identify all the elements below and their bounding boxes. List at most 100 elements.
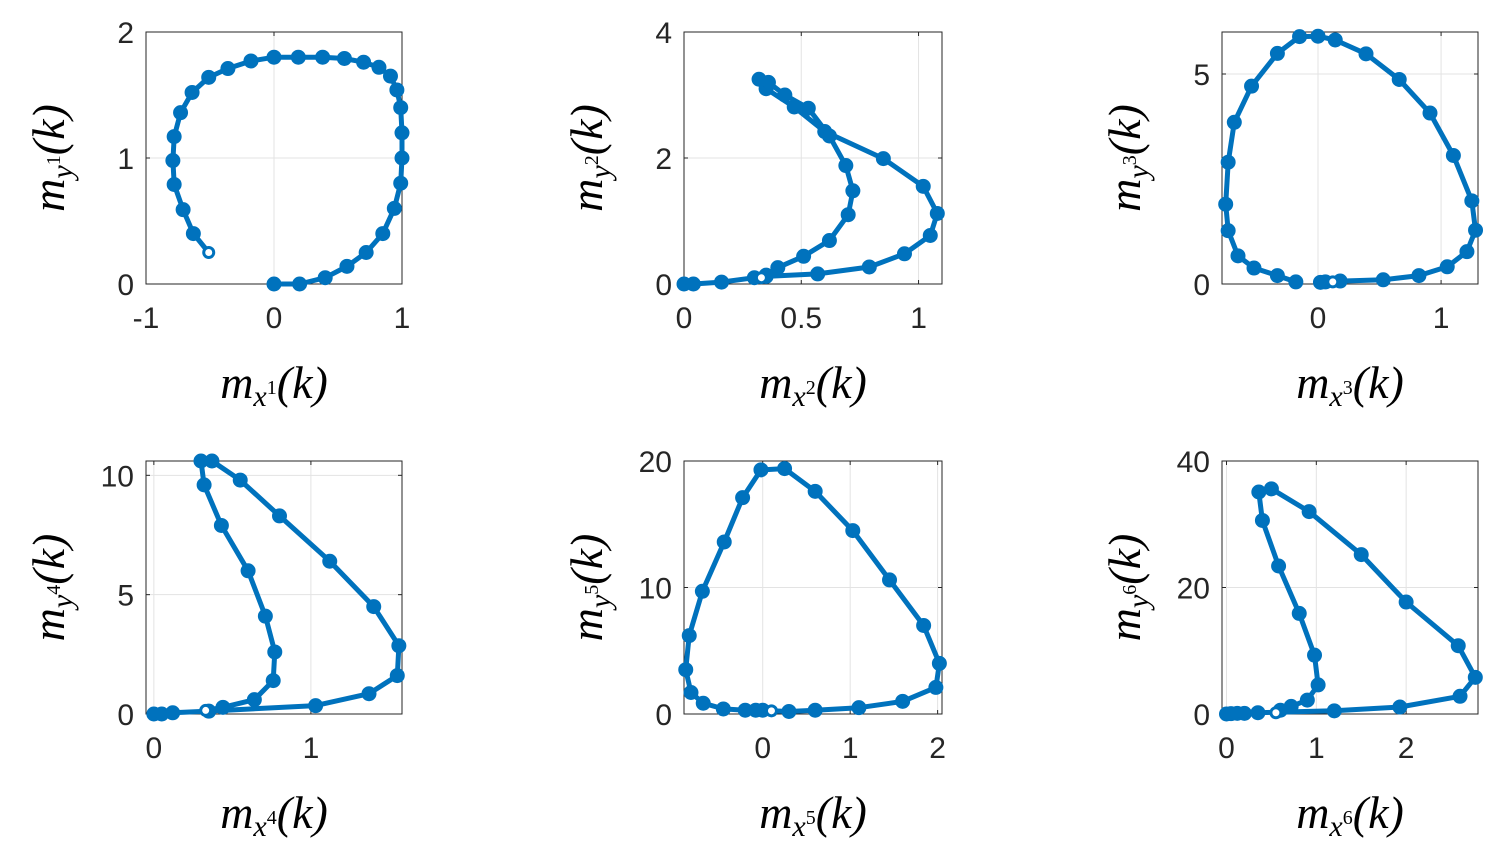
series-point (1246, 260, 1262, 276)
series-point (1269, 45, 1285, 61)
x-tick-label: 1 (1308, 732, 1325, 765)
x-tick-label: 1 (1433, 302, 1450, 335)
series-point (681, 628, 697, 644)
series-point (1226, 114, 1242, 130)
series-point (800, 100, 816, 116)
series-point (185, 226, 201, 242)
series-point (695, 695, 711, 711)
series-point (821, 233, 837, 249)
series-point (845, 523, 861, 539)
series-point (361, 686, 377, 702)
axes-box (1221, 31, 1479, 285)
series-point (393, 175, 409, 191)
series-point (1307, 647, 1323, 663)
series-point (366, 599, 382, 615)
series-point (922, 227, 938, 243)
series-point (1271, 558, 1287, 574)
series-point (375, 226, 391, 242)
series-point (394, 125, 410, 141)
series-point (716, 534, 732, 550)
series-point (678, 662, 694, 678)
series-point (807, 483, 823, 499)
x-tick-label: 0.5 (780, 302, 822, 335)
series-point (382, 68, 398, 84)
series-point (317, 270, 333, 286)
y-tick-label: 0 (117, 699, 134, 732)
series-point (1218, 196, 1234, 212)
x-tick-label: -1 (133, 302, 160, 335)
x-axis-label: mx1(k) (220, 357, 328, 413)
x-tick-label: 1 (303, 732, 320, 765)
series-point (246, 692, 262, 708)
series-point (1244, 78, 1260, 94)
series-point (292, 276, 308, 292)
series-point (386, 200, 402, 216)
series-point (266, 49, 282, 65)
series-point (1288, 274, 1304, 290)
series-point (1392, 699, 1408, 715)
series-point (257, 608, 273, 624)
y-tick-label: 2 (655, 143, 672, 176)
series-point (1269, 268, 1285, 284)
x-tick-label: 0 (146, 732, 163, 765)
series-point (735, 490, 751, 506)
x-tick-label: 1 (842, 732, 859, 765)
series-point (875, 151, 891, 167)
y-tick-label: 10 (101, 460, 134, 493)
series-point (1310, 28, 1326, 44)
x-axis-label: mx6(k) (1296, 787, 1404, 843)
series-point (173, 105, 189, 121)
series-point (929, 205, 945, 221)
series-point (760, 74, 776, 90)
series-point (1326, 703, 1342, 719)
series-point (851, 700, 867, 716)
y-tick-label: 0 (1193, 269, 1210, 302)
series-point (266, 276, 282, 292)
series-point (175, 202, 191, 218)
series-end-marker (1269, 706, 1283, 720)
series-point (193, 453, 209, 469)
series-point (1299, 692, 1315, 708)
x-tick-label: 2 (929, 732, 946, 765)
y-axis-label: my6(k) (1099, 534, 1155, 642)
x-tick-label: 1 (394, 302, 411, 335)
x-axis-label: mx2(k) (759, 357, 867, 413)
series-point (215, 699, 231, 715)
series-point (1250, 705, 1266, 721)
series-point (184, 84, 200, 100)
series-point (1398, 594, 1414, 610)
series-point (1439, 259, 1455, 275)
series-point (265, 673, 281, 689)
y-tick-label: 40 (1177, 446, 1210, 479)
series-point (356, 54, 372, 70)
series-point (1468, 222, 1484, 238)
x-axis-label: mx4(k) (220, 787, 328, 843)
series-point (796, 248, 812, 264)
series-point (1254, 512, 1270, 528)
series-point (315, 49, 331, 65)
series-point (810, 266, 826, 282)
series-point (931, 655, 947, 671)
series-point (165, 153, 181, 169)
series-point (1230, 248, 1246, 264)
series-point (1445, 147, 1461, 163)
series-point (1467, 669, 1483, 685)
series-point (685, 276, 701, 292)
series-point (896, 246, 912, 262)
series-point (166, 176, 182, 192)
y-tick-label: 20 (639, 446, 672, 479)
series-point (1450, 638, 1466, 654)
series-point (1452, 688, 1468, 704)
series-point (339, 258, 355, 274)
series-point (1292, 29, 1308, 45)
x-tick-label: 0 (1310, 302, 1327, 335)
y-tick-label: 5 (117, 580, 134, 613)
series-point (838, 158, 854, 174)
series-point (1411, 268, 1427, 284)
series-point (196, 477, 212, 493)
series-point (777, 87, 793, 103)
x-axis-label: mx5(k) (759, 787, 867, 843)
series-point (1220, 223, 1236, 239)
